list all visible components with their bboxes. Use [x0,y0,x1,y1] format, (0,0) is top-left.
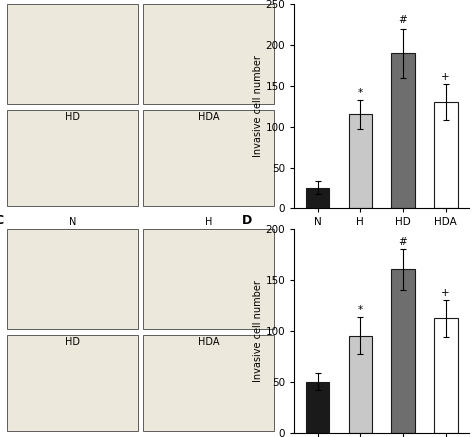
Text: N: N [69,0,76,2]
Bar [8,4,138,104]
Bar [434,102,457,208]
Text: D: D [242,214,252,227]
Bar [434,319,457,433]
Text: HD: HD [65,112,80,122]
Bar [392,270,415,433]
Text: HD: HD [65,337,80,347]
Bar [306,382,329,433]
Text: A: A [0,0,3,2]
Bar [143,335,273,430]
Bar [8,111,138,206]
Bar [8,335,138,430]
Text: +: + [441,288,450,298]
Text: N: N [69,217,76,227]
Bar [143,4,273,104]
Text: *: * [358,88,363,98]
Text: #: # [399,237,408,247]
Y-axis label: Invasive cell number: Invasive cell number [253,280,263,382]
Bar [143,111,273,206]
Y-axis label: Invasive cell number: Invasive cell number [253,55,263,157]
Bar [143,229,273,329]
Bar [348,336,372,433]
Text: H: H [205,217,212,227]
Bar [8,229,138,329]
Text: C: C [0,214,3,227]
Text: HDA: HDA [198,112,219,122]
Text: H: H [205,0,212,2]
Bar [348,114,372,208]
Text: HDA: HDA [198,337,219,347]
Bar [392,53,415,208]
Text: B: B [242,0,251,2]
Text: +: + [441,72,450,82]
Text: *: * [358,305,363,316]
Text: #: # [399,15,408,25]
Bar [306,188,329,208]
